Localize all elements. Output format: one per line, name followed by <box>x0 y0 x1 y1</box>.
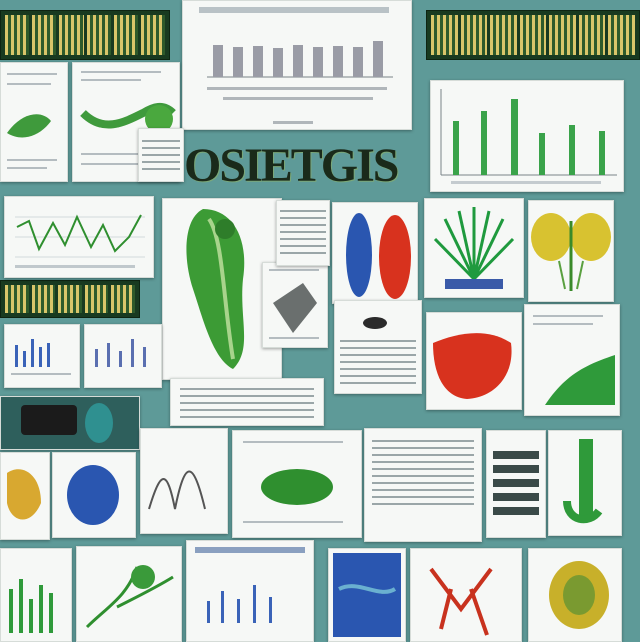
seed-icon <box>549 561 609 629</box>
flower-icon <box>7 469 41 520</box>
leaf-icon <box>533 315 615 405</box>
panel-text-mid <box>334 300 422 394</box>
table-graphic <box>493 451 539 515</box>
cell-icon <box>243 441 343 523</box>
panel-tree <box>76 546 182 642</box>
banner-top-right <box>426 10 640 60</box>
panel-green-cell <box>232 430 362 538</box>
panel-blue-cell <box>52 452 136 538</box>
panel-cells <box>332 202 418 304</box>
panel-green-bars <box>430 80 624 192</box>
panel-yellow-seed <box>528 548 622 642</box>
panel-blue-chart-bottom <box>186 540 314 642</box>
panel-red-roots <box>410 548 522 642</box>
banner-mid-left <box>0 280 140 318</box>
cell-icon <box>67 465 119 525</box>
panel-table <box>486 430 546 538</box>
cell-icon <box>346 213 411 299</box>
panel-leaf-diagram-1 <box>0 62 68 182</box>
mini-bar-graphic <box>95 339 146 367</box>
panel-device <box>0 396 140 450</box>
flower-icon <box>531 213 611 291</box>
panel-red-organ <box>426 312 522 410</box>
green-bars-graphic <box>440 89 617 184</box>
seed-icon <box>363 317 387 329</box>
fern-icon <box>433 207 515 289</box>
mini-bar-graphic <box>11 339 71 375</box>
panel-green-leaf-right <box>524 304 620 416</box>
panel-yellow-flower <box>528 200 614 302</box>
curve-graphic <box>148 470 206 510</box>
roots-icon <box>429 567 493 636</box>
plant-stem-icon <box>80 71 176 165</box>
bar-graphic <box>9 579 53 633</box>
panel-mini-chart-1 <box>4 324 80 388</box>
organ-icon <box>433 333 512 399</box>
panel-bar-chart-top <box>182 0 412 130</box>
panel-green-fern <box>424 198 524 298</box>
panel-blue-map <box>328 548 406 642</box>
bar-graphic <box>195 547 305 623</box>
panel-curve-chart <box>140 428 228 534</box>
line-chart-graphic <box>15 214 145 268</box>
leaf-icon <box>7 73 57 169</box>
bar-chart-top-graphic <box>199 7 393 124</box>
panel-text-column <box>276 200 330 266</box>
panel-mini-chart-2 <box>84 324 162 388</box>
device-graphic <box>21 403 113 443</box>
panel-document <box>364 428 482 542</box>
map-icon <box>333 553 401 637</box>
diagram-graphic <box>269 269 319 339</box>
tube-icon <box>563 439 603 524</box>
panel-dark-diagram <box>262 262 328 348</box>
banner-top-left <box>0 10 170 60</box>
panel-green-bars-bottom <box>0 548 72 642</box>
panel-text-small <box>138 128 184 182</box>
panel-text-lower <box>170 378 324 426</box>
panel-yellow-object <box>0 452 50 540</box>
collage-title: OSIETGIS <box>184 139 399 192</box>
panel-green-tube <box>548 430 622 536</box>
panel-line-chart <box>4 196 154 278</box>
tree-icon <box>85 565 174 629</box>
leaf-icon <box>186 209 245 369</box>
